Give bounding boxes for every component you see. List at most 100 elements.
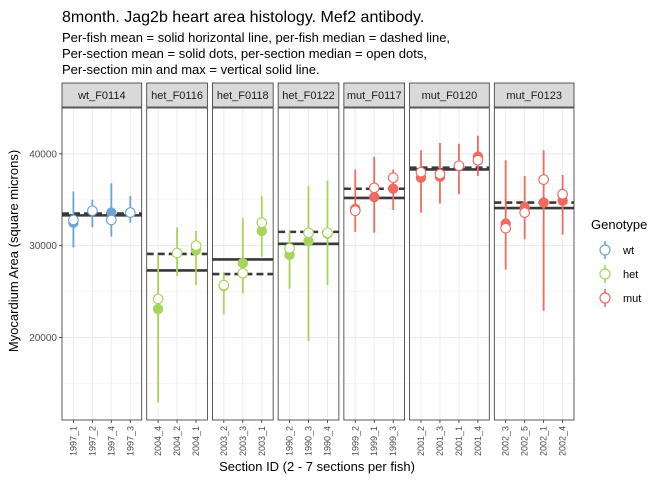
facet-strip	[409, 82, 490, 108]
section-mean-dot	[256, 225, 267, 237]
section-mean-dot	[152, 303, 164, 315]
facet-het_F0116: 2004_4 2004_2 2004_1 het_F0116	[146, 82, 208, 456]
section-median-dot	[218, 279, 230, 291]
x-tick-label: 2001_1	[454, 426, 464, 456]
panel-border	[409, 107, 490, 421]
section-median-dot	[322, 227, 333, 239]
chart-subtitle-line-2: Per-section mean = solid dots, per-secti…	[62, 46, 427, 61]
panel-border	[493, 107, 575, 421]
section-median-dot	[171, 247, 183, 259]
section-median-dot	[368, 182, 380, 194]
section-median-dot	[87, 205, 98, 217]
section-median-dot	[68, 214, 79, 226]
facet-mut_F0120: 2001_2 2001_3 2001_1 2001_4 mut_F0120	[409, 82, 490, 456]
facet-het_F0122: 1990_2 1990_3 1990_4 het_F0122	[277, 82, 340, 456]
x-tick-label: 1990_4	[322, 426, 332, 456]
x-axis-title: Section ID (2 - 7 sections per fish)	[219, 459, 415, 474]
x-tick-label: 2002_3	[501, 426, 511, 456]
legend-key-dot	[599, 292, 611, 304]
facet-wt_F0114: 1997_1 1997_2 1997_4 1997_3 wt_F0114	[61, 82, 143, 456]
facet-strip-label: het_F0118	[217, 90, 269, 102]
x-tick-label: 2004_1	[191, 426, 201, 456]
x-tick-label: 1997_1	[68, 426, 78, 456]
panel-border	[146, 107, 208, 421]
y-tick-label: 30000	[29, 241, 57, 252]
section-median-dot	[519, 207, 531, 218]
legend-title: Genotype	[591, 217, 647, 232]
facet-mut_F0123: 2002_3 2002_5 2002_1 2002_4 mut_F0123	[493, 82, 575, 456]
x-tick-label: 2004_4	[153, 426, 163, 456]
facet-strip	[212, 82, 274, 108]
x-tick-label: 2003_2	[219, 426, 229, 456]
section-mean-dot	[388, 183, 399, 194]
section-median-dot	[105, 214, 117, 226]
panel-border	[343, 107, 405, 421]
section-median-dot	[256, 217, 268, 229]
panel-border	[212, 107, 274, 421]
facet-strip-label: wt_F0114	[77, 90, 126, 102]
x-tick-label: 1997_3	[125, 426, 135, 456]
facet-strip-label: het_F0122	[282, 90, 335, 102]
x-tick-label: 2002_5	[520, 426, 530, 456]
facet-strip-label: mut_F0123	[506, 90, 562, 102]
x-tick-label: 2001_4	[473, 426, 483, 456]
facet-strip	[146, 82, 208, 108]
x-tick-label: 1997_4	[106, 426, 116, 456]
panel-border	[277, 107, 340, 421]
legend-entry-het: het	[599, 265, 638, 283]
section-median-dot	[387, 172, 399, 184]
facet-mut_F0117: 1999_2 1999_1 1999_3 mut_F0117	[343, 82, 405, 456]
facet-strip	[493, 82, 575, 108]
section-mean-dot	[106, 207, 117, 218]
facet-het_F0118: 2003_2 2003_3 2003_1 het_F0118	[212, 82, 274, 456]
x-tick-label: 1997_2	[87, 426, 97, 456]
section-mean-dot	[369, 191, 380, 203]
section-median-dot	[349, 205, 361, 217]
section-mean-dot	[538, 197, 549, 208]
x-tick-label: 1990_2	[285, 426, 295, 456]
section-median-dot	[500, 222, 512, 234]
x-tick-label: 2001_2	[416, 426, 426, 456]
section-median-dot	[415, 166, 427, 178]
x-tick-label: 1999_2	[350, 426, 360, 456]
x-tick-label: 2003_1	[257, 426, 267, 456]
legend-label: mut	[623, 293, 641, 305]
facet-strip	[277, 82, 340, 108]
section-median-dot	[124, 207, 136, 218]
section-median-dot	[237, 267, 249, 279]
legend-key-dot	[599, 244, 611, 256]
chart-title: 8month. Jag2b heart area histology. Mef2…	[62, 9, 424, 26]
facet-strip	[343, 82, 405, 108]
section-median-dot	[538, 174, 549, 185]
legend-label: het	[623, 269, 638, 281]
facet-strip-label: het_F0116	[151, 90, 203, 102]
section-median-dot	[152, 293, 164, 305]
section-median-dot	[303, 227, 314, 239]
panel-background	[62, 108, 142, 420]
facet-strip	[61, 82, 143, 108]
y-tick-label: 40000	[29, 149, 57, 160]
x-tick-label: 2003_3	[238, 426, 248, 456]
chart-subtitle-line-3: Per-section min and max = vertical solid…	[62, 62, 320, 77]
x-tick-label: 2002_1	[539, 426, 549, 456]
y-axis: 20000 30000 40000	[29, 149, 62, 344]
x-tick-label: 1999_1	[369, 426, 379, 456]
x-tick-label: 2004_2	[172, 426, 182, 456]
section-median-dot	[284, 243, 295, 254]
section-median-dot	[434, 168, 446, 180]
legend-label: wt	[622, 245, 634, 257]
panel-background	[494, 108, 574, 420]
section-mean-dot	[237, 257, 248, 269]
x-tick-label: 1990_3	[304, 426, 314, 456]
legend-entry-mut: mut	[599, 289, 641, 307]
x-tick-label: 2002_4	[558, 426, 568, 456]
legend-key-dot	[599, 268, 611, 280]
chart-subtitle-line-1: Per-fish mean = solid horizontal line, p…	[62, 30, 450, 45]
section-median-dot	[453, 160, 465, 172]
legend-entry-wt: wt	[599, 241, 634, 259]
legend: Genotype wt het mut	[591, 217, 647, 307]
x-tick-label: 1999_3	[388, 426, 398, 456]
section-median-dot	[472, 154, 484, 166]
y-tick-label: 20000	[29, 333, 57, 344]
